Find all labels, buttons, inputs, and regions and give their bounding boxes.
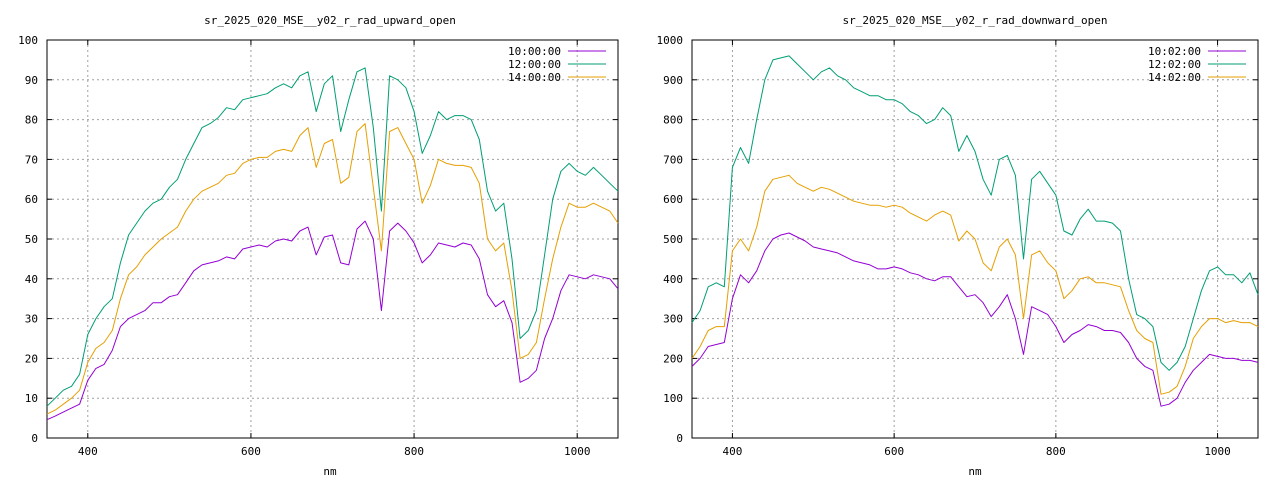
y-tick-label: 50 (25, 233, 38, 246)
y-tick-label: 300 (663, 313, 683, 326)
series-line-1 (691, 55, 1259, 371)
chart-title: sr_2025_020_MSE__y02_r_rad_upward_open (204, 14, 456, 27)
y-tick-label: 100 (663, 392, 683, 405)
y-tick-label: 10 (25, 392, 38, 405)
chart-upward: sr_2025_020_MSE__y02_r_rad_upward_open n… (18, 14, 619, 478)
y-tick-label: 1000 (657, 34, 684, 47)
x-tick-label: 400 (722, 445, 742, 458)
y-tick-label: 60 (25, 193, 38, 206)
y-tick-label: 200 (663, 352, 683, 365)
x-axis-label: nm (323, 465, 337, 478)
y-tick-label: 700 (663, 153, 683, 166)
legend-label: 12:02:00 (1148, 58, 1201, 71)
y-tick-label: 400 (663, 273, 683, 286)
series-line-2 (691, 174, 1259, 395)
y-tick-label: 80 (25, 114, 38, 127)
y-tick-label: 0 (676, 432, 683, 445)
legend-label: 10:00:00 (508, 45, 561, 58)
series-line-0 (46, 220, 619, 421)
chart-downward: sr_2025_020_MSE__y02_r_rad_downward_open… (657, 14, 1259, 478)
y-tick-label: 30 (25, 313, 38, 326)
series-line-0 (691, 232, 1259, 407)
y-tick-label: 90 (25, 74, 38, 87)
legend-label: 10:02:00 (1148, 45, 1201, 58)
series-line-2 (46, 123, 619, 415)
x-axis-label: nm (968, 465, 982, 478)
x-tick-label: 1000 (1204, 445, 1231, 458)
chart-title: sr_2025_020_MSE__y02_r_rad_downward_open (843, 14, 1108, 27)
y-tick-label: 800 (663, 114, 683, 127)
x-tick-label: 600 (884, 445, 904, 458)
series-line-1 (46, 67, 619, 407)
x-tick-label: 1000 (564, 445, 591, 458)
y-tick-label: 0 (31, 432, 38, 445)
x-tick-label: 800 (1046, 445, 1066, 458)
legend-label: 14:02:00 (1148, 71, 1201, 84)
x-tick-label: 800 (404, 445, 424, 458)
y-tick-label: 70 (25, 153, 38, 166)
y-tick-label: 40 (25, 273, 38, 286)
y-tick-label: 900 (663, 74, 683, 87)
y-tick-label: 600 (663, 193, 683, 206)
y-tick-label: 20 (25, 352, 38, 365)
x-tick-label: 400 (78, 445, 98, 458)
x-tick-label: 600 (241, 445, 261, 458)
legend-label: 12:00:00 (508, 58, 561, 71)
legend-label: 14:00:00 (508, 71, 561, 84)
y-tick-label: 100 (18, 34, 38, 47)
y-tick-label: 500 (663, 233, 683, 246)
